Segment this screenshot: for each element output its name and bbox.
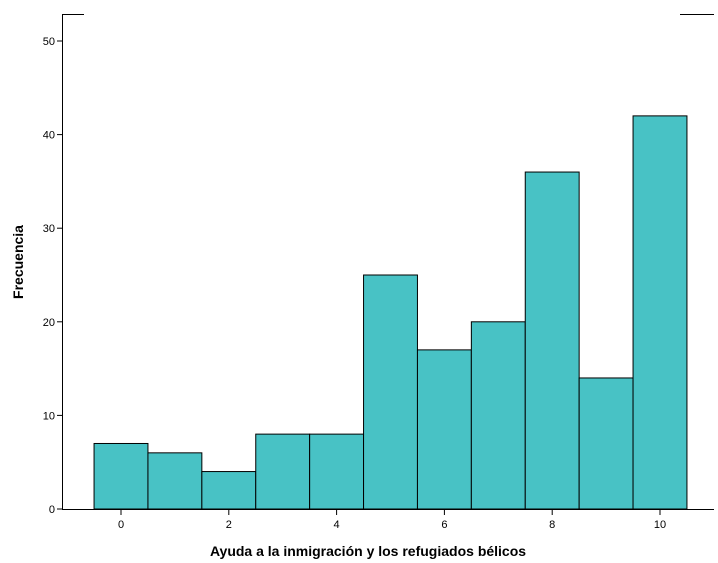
bar-6 [416,349,472,510]
bar-4 [309,433,365,510]
bar-8 [524,171,580,510]
y-tick-label-40: 40 [43,130,55,142]
bar-3 [255,433,311,510]
x-axis-title: Ayuda a la inmigración y los refugiados … [210,543,526,559]
y-axis-ticks: 0 10 20 30 40 50 [43,36,62,516]
bar-10 [632,115,688,510]
x-tick-label-4: 4 [334,519,340,531]
x-tick-label-8: 8 [549,519,555,531]
bar-1 [147,452,203,510]
x-tick-label-2: 2 [226,519,232,531]
x-tick-label-10: 10 [654,519,666,531]
y-tick-label-10: 10 [43,410,55,422]
y-tick-label-0: 0 [49,504,55,516]
bar-7 [470,321,526,510]
bar-9 [578,377,634,510]
y-tick-label-50: 50 [43,36,55,48]
bar-5 [363,274,418,510]
x-axis-ticks: 0 2 4 6 8 10 [118,510,666,531]
y-axis-title: Frecuencia [10,225,26,299]
y-tick-label-30: 30 [43,223,55,235]
bar-2 [201,471,257,510]
y-tick-label-20: 20 [43,317,55,329]
bars-group [93,115,688,510]
x-tick-label-0: 0 [118,519,124,531]
x-tick-label-6: 6 [441,519,447,531]
bar-0 [93,442,149,510]
